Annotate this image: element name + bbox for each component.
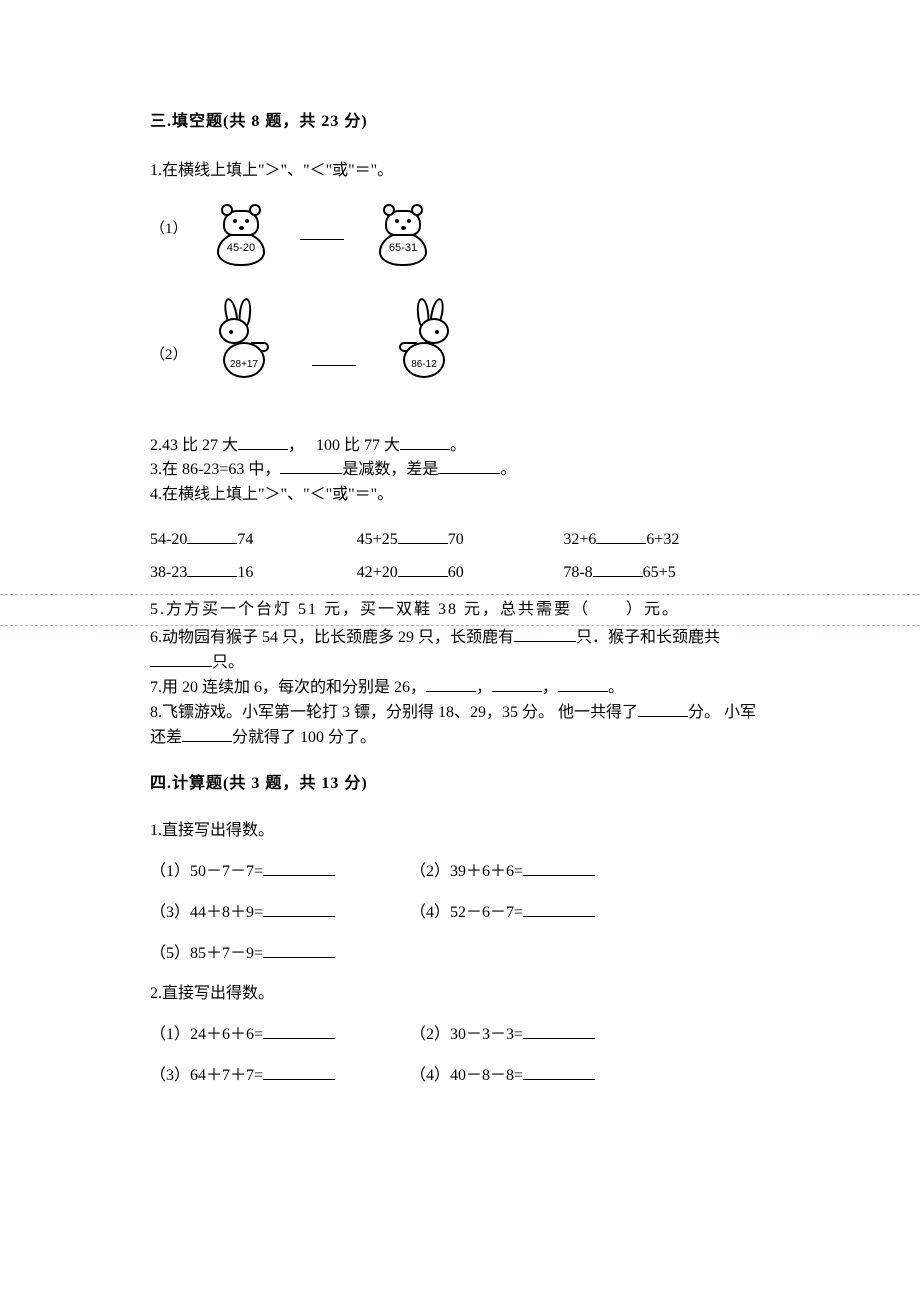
s4-q2-4: （4）40－8－8=: [410, 1067, 523, 1084]
q6-blank2[interactable]: [150, 651, 212, 667]
q4-r1c2a: 45+25: [357, 531, 398, 548]
s4-q1-2: （2）39＋6＋6=: [410, 863, 523, 880]
q4-r1c3a: 32+6: [563, 531, 596, 548]
s4-q1-row1: （1）50－7－7= （2）39＋6＋6=: [150, 860, 770, 885]
q7-c: ，: [542, 679, 558, 696]
q6: 6.动物园有猴子 54 只，比长颈鹿多 29 只，长颈鹿有 只．猴子和长颈鹿共只。: [150, 626, 770, 676]
q2-b: ， 100 比 77 大: [288, 437, 400, 454]
bear-right-label: 65-31: [379, 232, 427, 266]
s4-q2-prompt: 2.直接写出得数。: [150, 982, 770, 1007]
bear-left-label: 45-20: [217, 232, 265, 266]
q6-c: 只。: [212, 654, 244, 671]
s4-q2-row1: （1）24＋6＋6= （2）30－3－3=: [150, 1023, 770, 1048]
q3-blank1[interactable]: [280, 458, 342, 474]
s4-q2-4-blank[interactable]: [523, 1064, 595, 1080]
s4-q1-3-blank[interactable]: [263, 901, 335, 917]
q3-c: 。: [500, 461, 516, 478]
q7-blank3[interactable]: [558, 676, 608, 692]
s4-q2-2: （2）30－3－3=: [410, 1026, 523, 1043]
s4-q1-prompt: 1.直接写出得数。: [150, 819, 770, 844]
q4-r2c1b: 16: [237, 564, 253, 581]
q1-prompt: 1.在横线上填上"＞"、"＜"或"＝"。: [150, 159, 770, 184]
q4-r2c1a: 38-23: [150, 564, 187, 581]
s4-q1-row3: （5）85＋7－9=: [150, 942, 770, 967]
q3-b: 是减数，差是: [342, 461, 438, 478]
q1-item2: （2） 28+17 86-12: [150, 302, 770, 392]
q4-r1c2b: 70: [448, 531, 464, 548]
q4-row2: 38-23 16 42+20 60 78-8 65+5: [150, 561, 770, 586]
s4-q2-3: （3）64＋7＋7=: [150, 1067, 263, 1084]
q4-r1c3-blank[interactable]: [596, 528, 646, 544]
q7-d: 。: [608, 679, 624, 696]
q7-b: ，: [476, 679, 492, 696]
q1-item2-index: （2）: [150, 344, 200, 391]
q4-r2c2b: 60: [448, 564, 464, 581]
q3-a: 3.在 86-23=63 中，: [150, 461, 280, 478]
q4-r2c1-blank[interactable]: [187, 561, 237, 577]
q4-r2c3-blank[interactable]: [593, 561, 643, 577]
q4-prompt: 4.在横线上填上"＞"、"＜"或"＝"。: [150, 483, 770, 508]
section-3-title: 三.填空题(共 8 题，共 23 分): [150, 110, 770, 135]
rabbit-left-label: 28+17: [223, 342, 265, 378]
q1-item1: （1） 45-20 65-31: [150, 210, 770, 266]
s4-q2-2-blank[interactable]: [523, 1023, 595, 1039]
s4-q1-3: （3）44＋8＋9=: [150, 904, 263, 921]
q4-r1c2-blank[interactable]: [398, 528, 448, 544]
rabbit-left: 28+17: [206, 302, 288, 392]
q2-blank1[interactable]: [238, 434, 288, 450]
rabbit-right-label: 86-12: [403, 342, 445, 378]
q1-item1-blank[interactable]: [300, 239, 344, 240]
q4-r1c1-blank[interactable]: [187, 528, 237, 544]
q4-row1: 54-20 74 45+25 70 32+6 6+32: [150, 528, 770, 553]
q3-blank2[interactable]: [438, 458, 500, 474]
q4-r2c3a: 78-8: [563, 564, 592, 581]
s4-q2-1-blank[interactable]: [263, 1023, 335, 1039]
q4-r1c3b: 6+32: [646, 531, 679, 548]
q6-a: 6.动物园有猴子 54 只，比长颈鹿多 29 只，长颈鹿有: [150, 629, 514, 646]
q5-dotted-region: 5.方方买一个台灯 51 元，买一双鞋 38 元，总共需要（ ）元。: [0, 594, 920, 627]
section-4-title: 四.计算题(共 3 题，共 13 分): [150, 772, 770, 797]
q4-r1c1b: 74: [237, 531, 253, 548]
s4-q1-4-blank[interactable]: [523, 901, 595, 917]
bear-right: 65-31: [368, 210, 438, 266]
s4-q1-4: （4）52－6－7=: [410, 904, 523, 921]
q6-b: 只．猴子和长颈鹿共: [576, 629, 720, 646]
q5: 5.方方买一个台灯 51 元，买一双鞋 38 元，总共需要（ ）元。: [150, 598, 770, 623]
q7: 7.用 20 连续加 6，每次的和分别是 26， ， ， 。: [150, 676, 770, 701]
q8-a: 8.飞镖游戏。小军第一轮打 3 镖，分别得 18、29，35 分。 他一共得了: [150, 704, 638, 721]
q4-r1c1a: 54-20: [150, 531, 187, 548]
q4-r2c2-blank[interactable]: [398, 561, 448, 577]
q8-blank2[interactable]: [182, 726, 232, 742]
s4-q1-1: （1）50－7－7=: [150, 863, 263, 880]
s4-q1-5: （5）85＋7－9=: [150, 945, 263, 962]
q6-blank1[interactable]: [514, 626, 576, 642]
q2-a: 2.43 比 27 大: [150, 437, 238, 454]
q7-blank1[interactable]: [426, 676, 476, 692]
q8-blank1[interactable]: [638, 701, 688, 717]
s4-q2-3-blank[interactable]: [263, 1064, 335, 1080]
q1-item2-blank[interactable]: [312, 365, 356, 366]
q7-blank2[interactable]: [492, 676, 542, 692]
q2-blank2[interactable]: [400, 434, 450, 450]
q8-c: 分就得了 100 分了。: [232, 729, 376, 746]
q2: 2.43 比 27 大 ， 100 比 77 大 。: [150, 434, 770, 459]
q1-item1-index: （1）: [150, 218, 200, 265]
s4-q2-row2: （3）64＋7＋7= （4）40－8－8=: [150, 1064, 770, 1089]
s4-q1-2-blank[interactable]: [523, 860, 595, 876]
s4-q1-row2: （3）44＋8＋9= （4）52－6－7=: [150, 901, 770, 926]
s4-q2-1: （1）24＋6＋6=: [150, 1026, 263, 1043]
s4-q1-5-blank[interactable]: [263, 942, 335, 958]
q3: 3.在 86-23=63 中， 是减数，差是 。: [150, 458, 770, 483]
s4-q1-1-blank[interactable]: [263, 860, 335, 876]
q4-r2c3b: 65+5: [643, 564, 676, 581]
bear-left: 45-20: [206, 210, 276, 266]
q8: 8.飞镖游戏。小军第一轮打 3 镖，分别得 18、29，35 分。 他一共得了分…: [150, 701, 770, 751]
q2-c: 。: [450, 437, 466, 454]
q7-a: 7.用 20 连续加 6，每次的和分别是 26，: [150, 679, 426, 696]
rabbit-right: 86-12: [380, 302, 462, 392]
q4-r2c2a: 42+20: [357, 564, 398, 581]
